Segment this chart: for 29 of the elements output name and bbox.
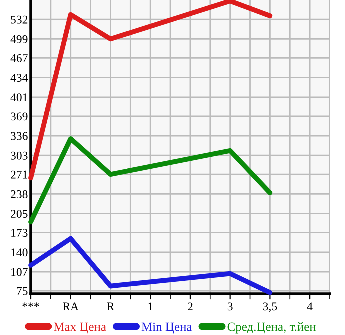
x-tick-label: 2	[188, 302, 193, 311]
y-tick-label: 401	[10, 94, 28, 102]
y-tick-label: 336	[11, 132, 28, 140]
legend-label: Max Цена	[54, 322, 106, 334]
x-tick-label: ***	[22, 302, 40, 308]
x-tick-label: 1	[148, 302, 153, 311]
line-series	[28, 0, 273, 181]
x-tick-label: R	[107, 302, 115, 311]
y-tick-label: 303	[11, 152, 28, 160]
y-tick-label: 205	[11, 210, 28, 218]
legend-label: Сред.Цена, т.йен	[228, 322, 316, 334]
x-tick-label: RA	[63, 302, 79, 311]
x-tick-label: 4	[307, 302, 313, 311]
y-tick-label: 75	[17, 287, 28, 296]
y-tick-label: 107	[12, 268, 28, 276]
y-tick-label: 238	[11, 190, 28, 198]
y-tick-label: 532	[11, 16, 28, 24]
x-tick-label: 3	[228, 302, 233, 311]
y-tick-label: 369	[11, 112, 28, 121]
y-tick-label: 140	[12, 248, 28, 257]
line-series	[28, 136, 273, 225]
y-tick-label: 467	[10, 54, 28, 62]
y-tick-label: 271	[11, 170, 28, 179]
y-tick-label: 173	[12, 229, 28, 238]
legend-label: Min Цена	[142, 322, 192, 334]
y-tick-label: 499	[10, 35, 28, 44]
y-tick-label: 434	[10, 74, 28, 82]
line-series	[28, 236, 273, 296]
x-tick-label: 3,5	[263, 302, 278, 312]
